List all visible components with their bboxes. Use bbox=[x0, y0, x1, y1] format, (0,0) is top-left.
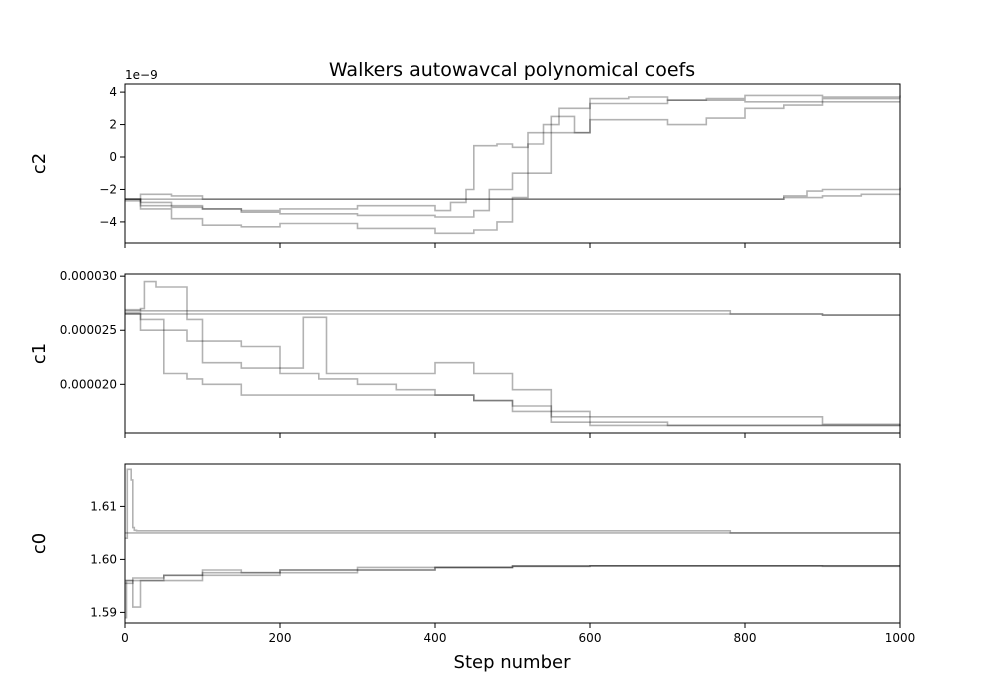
panels-layer: −4 −2 0 2 4 c2 1e−9 0.000020 0.000025 0.000030 c1 1… bbox=[29, 68, 915, 645]
walker-trace-c1-2 bbox=[125, 313, 900, 316]
walker-trace-c0-5 bbox=[125, 565, 900, 585]
panel-c1: 0.000020 0.000025 0.000030 c1 bbox=[29, 269, 901, 438]
panel-c2: −4 −2 0 2 4 c2 1e−9 bbox=[29, 68, 901, 248]
walker-trace-c0-3 bbox=[125, 565, 900, 619]
y-tick-label: 0.000030 bbox=[60, 269, 117, 283]
y-axis-label-c0: c0 bbox=[29, 533, 50, 554]
y-tick-label: 2 bbox=[109, 118, 117, 132]
walker-trace-c2-1 bbox=[125, 193, 900, 200]
walker-trace-c2-5 bbox=[125, 97, 900, 235]
x-tick-label: 1000 bbox=[885, 631, 916, 645]
walker-trace-c1-3 bbox=[125, 280, 900, 426]
y-tick-label: 1.60 bbox=[90, 552, 117, 566]
walker-trace-c0-4 bbox=[125, 565, 900, 582]
x-tick-label: 600 bbox=[579, 631, 602, 645]
axes-frame bbox=[124, 463, 901, 624]
x-tick-label: 800 bbox=[734, 631, 757, 645]
axes-frame bbox=[124, 273, 901, 434]
x-tick-label: 200 bbox=[269, 631, 292, 645]
walker-trace-c2-2 bbox=[125, 187, 901, 202]
y-axis-label-c2: c2 bbox=[29, 153, 50, 174]
chart-title: Walkers autowavcal polynomical coefs bbox=[329, 59, 695, 81]
walker-trace-c0-1 bbox=[125, 468, 900, 539]
y-tick-label: 0 bbox=[109, 150, 117, 164]
y-tick-label: 0.000020 bbox=[60, 377, 117, 391]
y-tick-label: 4 bbox=[109, 85, 117, 99]
walker-trace-c1-5 bbox=[125, 313, 900, 427]
walker-trace-c1-1 bbox=[125, 308, 900, 316]
y-offset-text: 1e−9 bbox=[125, 68, 158, 82]
y-tick-label: −4 bbox=[99, 215, 117, 229]
panel-c0: 1.59 1.60 1.61 0 200 400 600 800 1000 c0 bbox=[29, 463, 916, 645]
y-axis-label-c1: c1 bbox=[29, 343, 50, 364]
y-tick-label: 1.59 bbox=[90, 605, 117, 619]
y-tick-label: 1.61 bbox=[90, 499, 117, 513]
y-tick-label: −2 bbox=[99, 182, 117, 196]
x-tick-label: 400 bbox=[424, 631, 447, 645]
walker-trace-c2-3 bbox=[125, 99, 900, 212]
y-tick-label: 0.000025 bbox=[60, 323, 117, 337]
x-axis-label: Step number bbox=[454, 652, 572, 673]
axes-frame bbox=[124, 83, 901, 244]
walker-trace-c2-4 bbox=[125, 94, 901, 218]
x-tick-label: 0 bbox=[121, 631, 129, 645]
walker-trace-c1-4 bbox=[125, 312, 901, 427]
